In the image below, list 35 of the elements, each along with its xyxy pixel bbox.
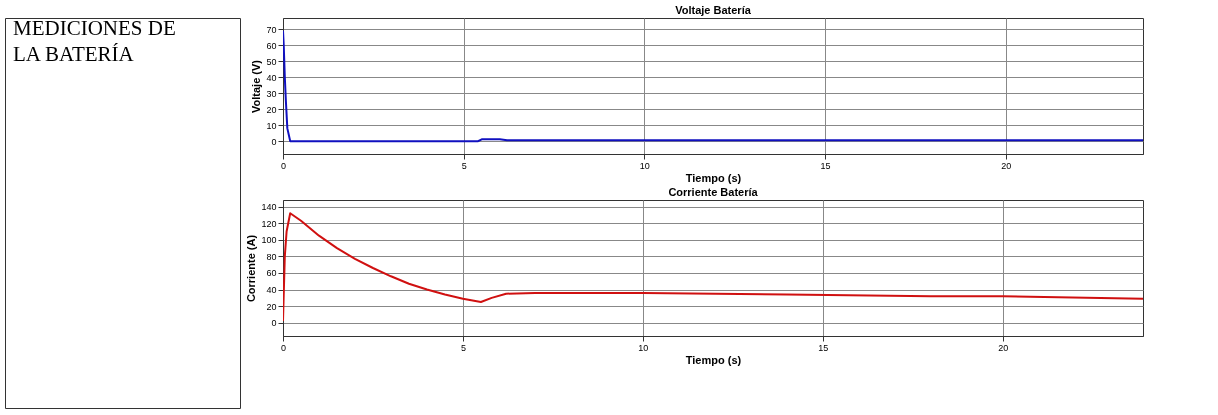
x-tick-label: 0 (280, 160, 287, 171)
y-tick-label: 40 (266, 285, 277, 296)
chart-title: Voltaje Batería (675, 4, 752, 16)
y-tick-label: 40 (266, 72, 277, 83)
line-series (283, 212, 1143, 323)
y-tick-label: 70 (266, 24, 277, 35)
y-tick-label: 50 (266, 56, 277, 67)
y-tick-label: 140 (261, 202, 277, 213)
y-tick-label: 80 (266, 251, 277, 262)
x-tick-label: 5 (461, 160, 467, 171)
y-tick-label: 60 (266, 268, 277, 279)
y-tick-label: 60 (266, 40, 277, 51)
y-tick-label: 0 (271, 318, 277, 329)
x-tick-label: 5 (460, 342, 466, 353)
y-tick-label: 100 (261, 235, 277, 246)
y-tick-label: 20 (266, 104, 277, 115)
x-tick-label: 20 (998, 342, 1009, 353)
x-tick-label: 10 (638, 342, 649, 353)
y-tick-label: 0 (271, 136, 277, 147)
y-tick-label: 30 (266, 88, 277, 99)
y-tick-label: 20 (266, 301, 277, 312)
x-tick-label: 15 (818, 342, 829, 353)
x-tick-label: 15 (820, 160, 831, 171)
y-tick-label: 120 (261, 218, 277, 229)
y-axis-title: Corriente (A) (245, 234, 258, 303)
y-axis-title: Voltaje (V) (250, 59, 263, 113)
x-axis-title: Tiempo (s) (685, 171, 742, 184)
text: MEDICIONES DE LA BATERÍA (13, 16, 176, 66)
chart-title: Corriente Batería (668, 186, 759, 198)
x-tick-label: 0 (280, 342, 287, 353)
x-axis-title: Tiempo (s) (685, 353, 742, 366)
x-tick-label: 10 (639, 160, 650, 171)
y-tick-label: 10 (266, 120, 277, 131)
x-tick-label: 20 (1001, 160, 1012, 171)
line-series (283, 29, 1143, 143)
